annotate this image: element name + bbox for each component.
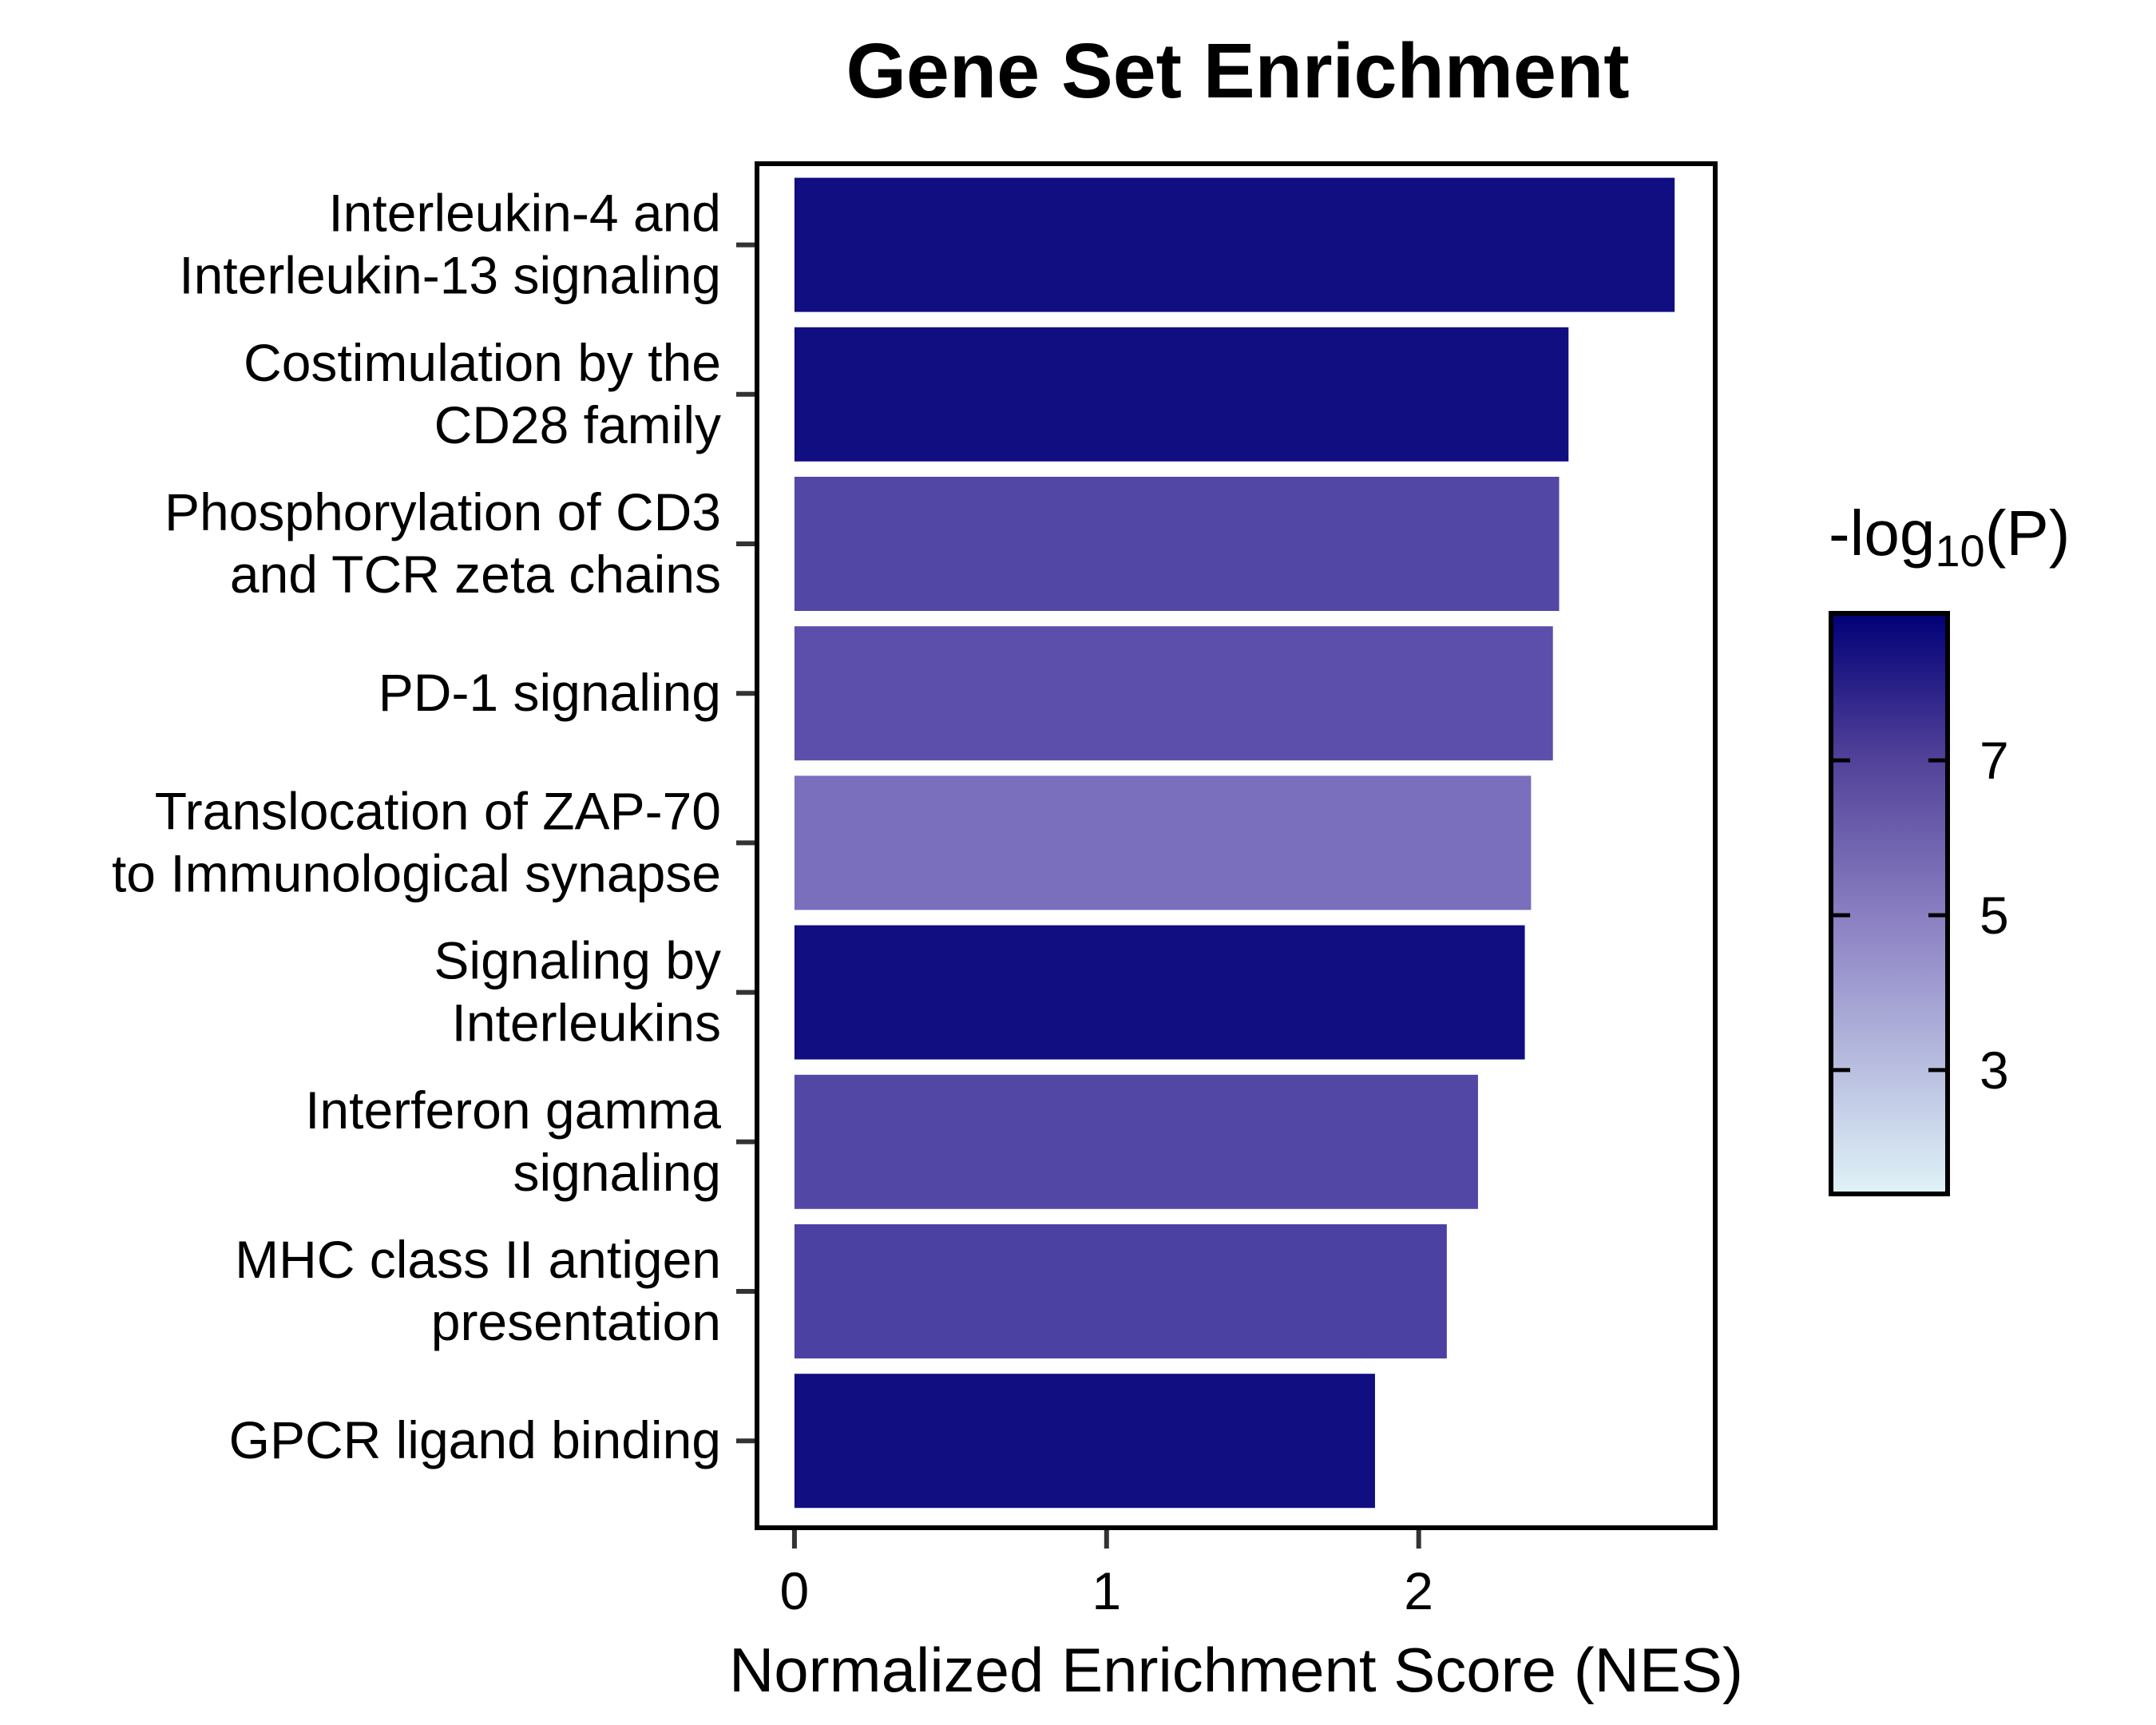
colorbar-gradient [1831,613,1948,1194]
y-axis: Interleukin-4 and Interleukin-13 signalin… [112,184,757,1469]
y-tick-label: Interferon gamma signaling [305,1081,721,1202]
bar [794,1224,1447,1358]
y-tick-label: Costimulation by the CD28 family [244,333,721,454]
bar [794,925,1525,1060]
colorbar-border [1829,611,1950,1196]
y-tick-label-line: signaling [513,1143,721,1202]
y-tick-label-line: Costimulation by the [244,333,721,392]
colorbar-title-end: (P) [1985,498,2071,569]
bar [794,1074,1478,1209]
colorbar-title-subscript: 10 [1935,525,1984,576]
colorbar-tick-label: 7 [1980,731,2009,790]
plot-panel-border [755,161,1718,1530]
y-tick-label: Translocation of ZAP-70 to Immunological … [112,781,721,902]
y-tick-label-line: CD28 family [434,395,721,454]
y-tick-label-line: MHC class II antigen [235,1230,721,1289]
y-tick-label-line: presentation [431,1292,721,1351]
y-tick-label-line: Interleukins [451,993,721,1053]
y-tick-label: PD-1 signaling [378,663,721,722]
bar [794,327,1569,462]
colorbar-tick-label: 5 [1980,886,2009,945]
y-tick-label: Interleukin-4 and Interleukin-13 signalin… [179,184,721,305]
y-tick-label-line: GPCR ligand binding [229,1410,721,1469]
bar [794,1374,1375,1509]
y-tick-label-line: and TCR zeta chains [230,545,721,604]
y-tick-label-line: Signaling by [434,931,721,990]
y-tick-label-line: Interleukin-13 signaling [179,246,721,305]
y-tick-label-line: Interferon gamma [305,1081,721,1140]
x-tick-label: 0 [780,1561,810,1620]
y-tick-label: GPCR ligand binding [229,1410,721,1469]
x-tick-label: 1 [1092,1561,1121,1620]
y-tick-label-line: Interleukin-4 and [328,184,721,243]
colorbar-legend: -log10(P) 3 5 7 [1829,498,2070,1196]
y-tick-label-line: PD-1 signaling [378,663,721,722]
x-axis: 0 1 2 [780,1528,1433,1620]
bar [794,626,1553,761]
y-tick-label-line: Translocation of ZAP-70 [155,781,721,840]
y-tick-label-line: to Immunological synapse [112,843,721,902]
colorbar-title: -log10(P) [1829,498,2070,576]
colorbar-ticks: 3 5 7 [1831,731,2009,1100]
y-tick-label: MHC class II antigen presentation [235,1230,721,1351]
colorbar-tick-label: 3 [1980,1041,2009,1100]
y-tick-label-line: Phosphorylation of CD3 [164,482,721,541]
x-tick-label: 2 [1404,1561,1433,1620]
bars-layer [794,177,1675,1509]
colorbar-title-main: -log [1829,498,1935,569]
x-axis-title: Normalized Enrichment Score (NES) [729,1635,1743,1705]
bar [794,775,1532,910]
y-tick-label: Signaling by Interleukins [434,931,721,1053]
bar [794,477,1560,611]
y-tick-label: Phosphorylation of CD3 and TCR zeta chain… [164,482,721,604]
chart-title: Gene Set Enrichment [846,27,1629,114]
bar [794,177,1675,312]
